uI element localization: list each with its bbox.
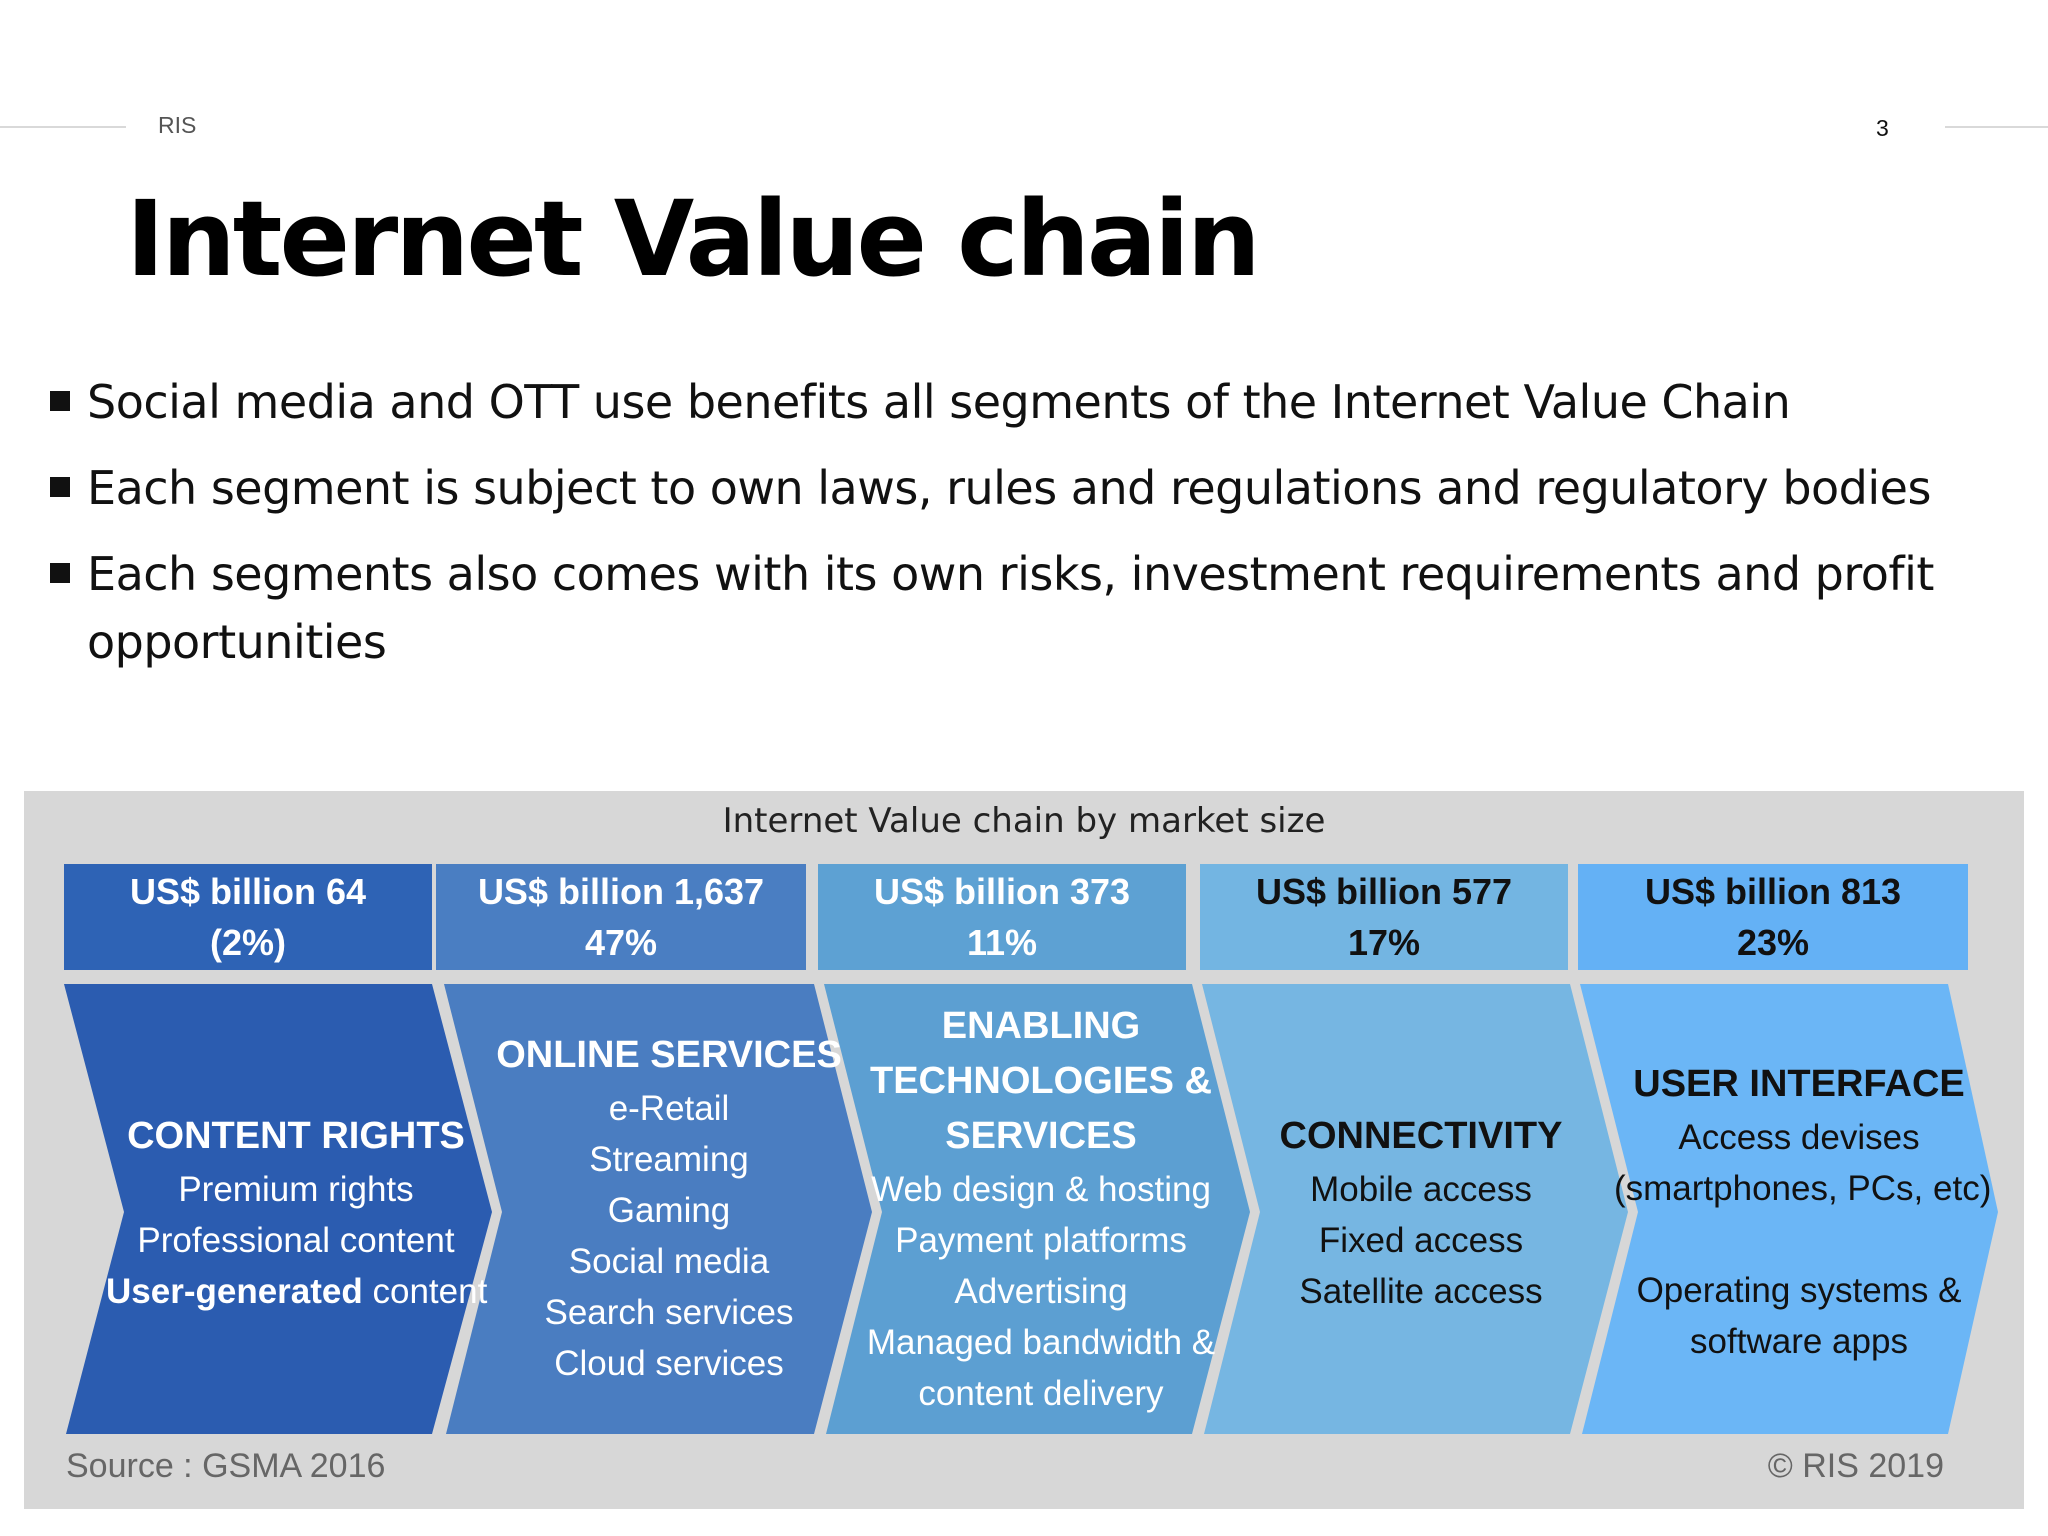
segment-item: Satellite access xyxy=(1299,1272,1543,1311)
chevron-enabling-technologies xyxy=(824,984,1250,1434)
segment-item: Advertising xyxy=(954,1272,1128,1311)
value-share: (2%) xyxy=(209,922,286,963)
segment-item: e-Retail xyxy=(608,1089,730,1128)
segment-heading: ONLINE SERVICES xyxy=(496,1034,842,1076)
bullet-text: Each segment is subject to own laws, rul… xyxy=(87,461,1931,515)
value-share: 47% xyxy=(584,922,658,963)
segment-heading: TECHNOLOGIES & xyxy=(869,1060,1213,1102)
header-rule-right xyxy=(1945,126,2048,128)
segment-content-rights: CONTENT RIGHTS Premium rights Profession… xyxy=(106,1109,488,1317)
segment-user-interface: USER INTERFACE Access devises (smartphon… xyxy=(1614,1057,1992,1367)
segment-item: software apps xyxy=(1690,1322,1908,1361)
chevron-graphic xyxy=(64,984,1998,1434)
segment-item: Managed bandwidth & xyxy=(866,1323,1216,1362)
segment-item: Search services xyxy=(544,1293,794,1332)
bullet-square-icon xyxy=(50,391,70,411)
segment-item: Operating systems & xyxy=(1636,1271,1962,1310)
chevron-user-interface xyxy=(1580,984,1998,1434)
segment-item: Cloud services xyxy=(554,1344,784,1383)
segment-item: content delivery xyxy=(918,1374,1164,1413)
segment-heading: CONNECTIVITY xyxy=(1279,1115,1563,1157)
value-amount: US$ billion 1,637 xyxy=(477,871,765,912)
value-amount: US$ billion 64 xyxy=(129,871,367,912)
segment-item: Social media xyxy=(568,1242,770,1281)
value-chain-figure: Internet Value chain by market size US$ … xyxy=(24,791,2024,1509)
value-share: 11% xyxy=(966,922,1038,963)
segment-item: Gaming xyxy=(607,1191,731,1230)
segment-item-rest: content xyxy=(362,1272,488,1311)
chevron-online-services xyxy=(444,984,872,1434)
bullet-list: Social media and OTT use benefits all se… xyxy=(50,368,1990,694)
bullet-item: Each segment is subject to own laws, rul… xyxy=(50,454,1990,522)
segment-item: User-generated content xyxy=(106,1266,488,1317)
value-amount: US$ billion 373 xyxy=(873,871,1131,912)
value-box-online-services: US$ billion 1,637 47% xyxy=(436,864,806,970)
segment-item: Web design & hosting xyxy=(871,1170,1211,1209)
copyright-label: © RIS 2019 xyxy=(1767,1447,1944,1485)
figure-title: Internet Value chain by market size xyxy=(722,801,1326,841)
segment-spacer xyxy=(1614,1214,1984,1265)
bullet-square-icon xyxy=(50,563,70,583)
bullet-item: Each segments also comes with its own ri… xyxy=(50,540,1990,676)
segment-heading: USER INTERFACE xyxy=(1633,1063,1965,1105)
source-label: Source : GSMA 2016 xyxy=(66,1447,386,1485)
value-box-user-interface: US$ billion 813 23% xyxy=(1578,864,1968,970)
segment-heading: ENABLING xyxy=(941,1005,1141,1047)
chevron-connectivity xyxy=(1202,984,1628,1434)
page-number: 3 xyxy=(1876,115,1889,141)
segment-item: Professional content xyxy=(137,1221,455,1260)
segment-heading: SERVICES xyxy=(945,1115,1137,1157)
segment-item: (smartphones, PCs, etc) xyxy=(1614,1169,1992,1208)
value-amount: US$ billion 813 xyxy=(1644,871,1902,912)
segment-item: Mobile access xyxy=(1310,1170,1532,1209)
bullet-item: Social media and OTT use benefits all se… xyxy=(50,368,1990,436)
value-box-content-rights: US$ billion 64 (2%) xyxy=(64,864,432,970)
segment-item: Access devises xyxy=(1678,1118,1920,1157)
segment-online-services: ONLINE SERVICES e-Retail Streaming Gamin… xyxy=(474,1028,864,1389)
value-box-enabling-technologies: US$ billion 373 11% xyxy=(818,864,1186,970)
segment-item: Fixed access xyxy=(1318,1221,1524,1260)
segment-item: Streaming xyxy=(589,1140,749,1179)
value-share: 23% xyxy=(1736,922,1810,963)
bullet-text: Each segments also comes with its own ri… xyxy=(87,547,1934,669)
bullet-square-icon xyxy=(50,477,70,497)
chevron-content-rights xyxy=(64,984,492,1434)
segment-item: Premium rights xyxy=(178,1170,414,1209)
header-rule-left xyxy=(0,126,126,128)
page-title: Internet Value chain xyxy=(126,178,1261,300)
value-share: 17% xyxy=(1347,922,1421,963)
value-amount: US$ billion 577 xyxy=(1255,871,1513,912)
value-box-connectivity: US$ billion 577 17% xyxy=(1200,864,1568,970)
segment-heading: CONTENT RIGHTS xyxy=(127,1115,465,1157)
segment-item-bold: User-generated xyxy=(106,1272,363,1311)
segment-enabling-technologies: ENABLING TECHNOLOGIES & SERVICES Web des… xyxy=(856,999,1226,1419)
segment-connectivity: CONNECTIVITY Mobile access Fixed access … xyxy=(1236,1109,1606,1317)
header-label: RIS xyxy=(158,112,197,138)
bullet-text: Social media and OTT use benefits all se… xyxy=(87,375,1791,429)
segment-item: Payment platforms xyxy=(895,1221,1187,1260)
